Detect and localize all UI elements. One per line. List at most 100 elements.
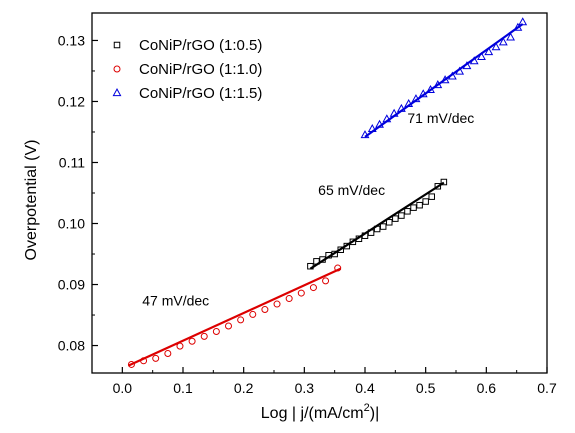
data-point [469,56,479,65]
legend-item: CoNiP/rGO (1:0.5) [113,37,262,54]
slope-annotation: 71 mV/dec [407,110,474,126]
data-point [367,229,375,236]
data-point [392,215,399,222]
data-point [386,219,393,226]
legend-marker [113,41,121,49]
data-point [440,178,448,186]
data-point [484,47,494,56]
data-point [422,198,429,205]
data-point [433,80,443,89]
data-point [447,71,457,80]
data-point [404,98,414,108]
y-tick-label: 0.10 [58,216,85,232]
data-point [375,119,384,128]
legend-marker [113,65,121,73]
series-2-points [360,17,528,139]
slope-annotation: 65 mV/dec [318,182,385,198]
data-point [379,223,387,230]
data-point [411,94,421,103]
x-axis-label-suffix: )| [370,405,379,422]
data-point [127,360,135,368]
legend: CoNiP/rGO (1:0.5) CoNiP/rGO (1:1.0) CoNiP/… [112,37,262,102]
data-point [361,232,369,239]
data-point [331,250,338,258]
data-point [355,235,363,243]
slope-annotation: 47 mV/dec [142,292,209,308]
data-point [462,61,472,70]
data-point [334,264,342,272]
data-point [188,337,196,345]
x-tick-label: 0.6 [477,380,497,396]
legend-marker [112,88,122,97]
x-tick-label: 0.4 [355,380,375,396]
data-point [491,42,501,51]
x-tick-label: 0.7 [537,380,557,396]
y-tick-label: 0.08 [58,338,85,354]
data-point [389,108,399,117]
legend-label: CoNiP/rGO (1:1.0) [139,61,262,78]
data-point [261,306,269,314]
data-point [297,289,305,297]
data-points [127,17,528,368]
data-point [396,103,406,112]
data-point [322,277,330,285]
series-1-points [127,264,342,368]
data-point [237,316,245,324]
y-tick-label: 0.12 [58,93,85,109]
data-point [176,342,184,350]
data-point [404,208,411,215]
data-point [313,258,320,265]
y-tick-label: 0.11 [59,154,85,170]
data-point [426,84,435,93]
data-point [428,193,435,200]
legend-item: CoNiP/rGO (1:1.0) [113,61,262,78]
data-point [325,251,332,259]
data-point [416,201,423,209]
data-point [225,322,232,330]
legend-item: CoNiP/rGO (1:1.5) [112,85,262,102]
data-point [498,37,508,46]
x-tick-label: 0.1 [173,380,193,396]
data-point [164,349,172,357]
data-point [307,262,314,270]
legend-label: CoNiP/rGO (1:0.5) [139,37,262,54]
data-point [440,75,450,84]
data-point [140,357,148,365]
data-point [319,256,326,263]
x-tick-label: 0.0 [113,380,133,396]
x-axis-label: Log | j/(mA/cm2)| [261,402,379,422]
data-point [373,225,381,233]
x-axis-label-sup: 2 [364,402,370,414]
data-point [418,89,428,98]
data-point [455,66,465,75]
data-point [518,17,528,26]
data-point [152,354,160,362]
fit-line-series-2 [364,23,524,138]
data-point [506,32,516,41]
data-point [349,238,357,246]
legend-label: CoNiP/rGO (1:1.5) [139,85,262,102]
y-tick-label: 0.13 [58,32,85,48]
data-point [434,183,442,190]
y-tick-label: 0.09 [58,277,85,293]
data-point [343,242,351,250]
annotations: 47 mV/dec 65 mV/dec 71 mV/dec [142,110,474,308]
x-axis-label-prefix: Log | j/(mA/cm [261,405,364,422]
x-tick-label: 0.5 [416,380,436,396]
data-point [477,51,486,61]
data-point [360,130,370,139]
x-tick-label: 0.3 [295,380,315,396]
data-point [309,284,317,292]
data-point [513,22,523,31]
data-point [212,328,220,336]
axis-ticks: 0.0 0.1 0.2 0.3 0.4 0.5 0.6 0.7 0.08 0.09 0.10 0.11… [58,32,557,396]
data-point [398,212,405,219]
data-point [273,300,281,308]
x-tick-label: 0.2 [234,380,254,396]
data-point [200,332,208,340]
fit-lines [127,23,524,367]
y-axis-label: Overpotential (V) [23,140,40,261]
data-point [249,310,257,318]
data-point [410,204,417,211]
